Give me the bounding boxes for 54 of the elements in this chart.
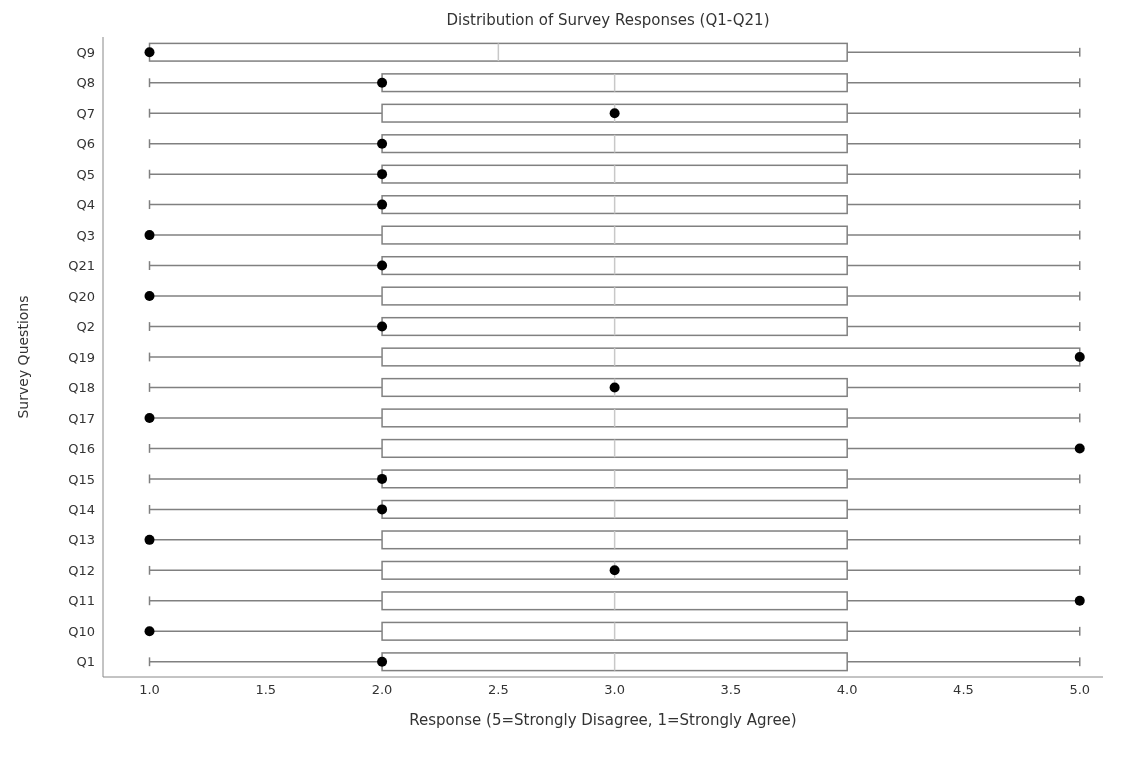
y-tick-label: Q21	[68, 258, 95, 274]
y-tick-label: Q18	[68, 380, 95, 396]
x-tick-label: 2.5	[488, 682, 509, 698]
y-tick-label: Q3	[76, 227, 95, 243]
x-axis-title: Response (5=Strongly Disagree, 1=Strongly Agree)	[409, 711, 797, 729]
point	[609, 382, 620, 393]
y-tick-label: Q13	[68, 532, 95, 548]
point	[609, 565, 620, 576]
x-tick-label: 3.0	[604, 682, 625, 698]
x-tick-label: 3.5	[720, 682, 742, 698]
y-tick-label: Q6	[76, 136, 95, 152]
point	[144, 230, 155, 241]
point	[377, 321, 388, 332]
point	[144, 412, 155, 423]
y-tick-label: Q17	[68, 410, 95, 426]
point	[1074, 595, 1085, 606]
y-tick-label: Q7	[76, 105, 95, 121]
point	[1074, 443, 1085, 454]
point	[377, 199, 388, 210]
y-tick-label: Q5	[76, 166, 95, 182]
point	[377, 260, 388, 271]
x-tick-label: 1.0	[139, 682, 160, 698]
x-tick-label: 5.0	[1069, 682, 1091, 698]
y-tick-label: Q15	[68, 471, 95, 487]
point	[1074, 352, 1085, 362]
point	[377, 169, 388, 180]
y-tick-label: Q2	[76, 319, 95, 335]
point	[377, 138, 388, 149]
y-tick-label: Q9	[76, 44, 95, 60]
point	[144, 291, 155, 302]
x-tick-label: 1.5	[255, 682, 277, 698]
point	[144, 534, 155, 545]
x-tick-label: 2.0	[371, 682, 393, 698]
y-tick-label: Q11	[68, 593, 95, 609]
y-tick-label: Q19	[68, 349, 95, 365]
point	[377, 473, 388, 484]
y-tick-label: Q8	[76, 75, 95, 91]
point	[377, 504, 388, 515]
y-axis-title: Survey Questions	[14, 295, 31, 419]
y-tick-label: Q10	[68, 623, 95, 639]
y-tick-label: Q20	[68, 288, 95, 304]
y-tick-label: Q1	[76, 654, 95, 670]
y-tick-label: Q12	[68, 562, 95, 578]
y-tick-label: Q14	[68, 502, 95, 517]
x-tick-label: 4.5	[953, 682, 974, 698]
point	[144, 626, 155, 637]
x-tick-label: 4.0	[836, 682, 858, 698]
point	[377, 77, 388, 88]
point	[377, 656, 388, 667]
y-tick-label: Q4	[76, 197, 95, 213]
point	[144, 47, 155, 58]
point	[609, 108, 620, 119]
chart-title: Distribution of Survey Responses (Q1-Q21)	[445, 10, 771, 31]
y-tick-label: Q16	[68, 441, 95, 457]
